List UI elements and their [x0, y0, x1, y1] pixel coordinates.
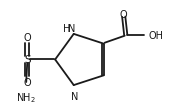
Text: O: O: [23, 32, 31, 42]
Text: N: N: [71, 91, 78, 101]
Text: O: O: [120, 10, 128, 20]
Text: O: O: [23, 78, 31, 88]
Text: NH$_2$: NH$_2$: [16, 90, 36, 104]
Text: N: N: [68, 24, 76, 34]
Text: S: S: [24, 55, 31, 65]
Text: H: H: [63, 24, 70, 34]
Text: OH: OH: [148, 30, 163, 40]
